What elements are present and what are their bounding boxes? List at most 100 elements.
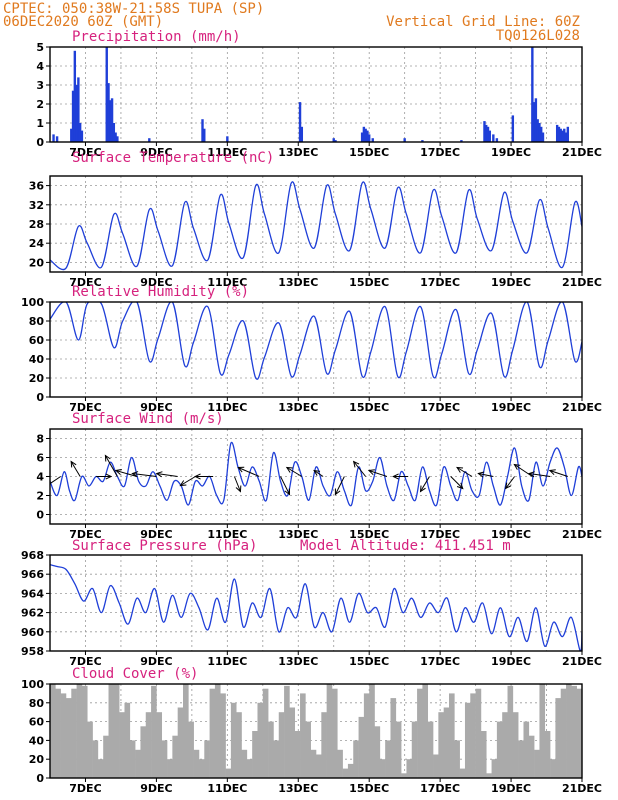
cloud-bar [60, 693, 67, 778]
cloud-bar [464, 702, 471, 778]
cloud-bar [496, 721, 503, 778]
ytick-label: 60 [29, 334, 45, 347]
humidity-line [50, 302, 582, 380]
precip-bar [541, 132, 545, 142]
wind-vector-head [114, 468, 122, 475]
precip-bar [559, 128, 562, 142]
xtick-label: 15DEC [349, 782, 389, 795]
ytick-label: 5 [36, 41, 44, 54]
ytick-label: 1 [36, 117, 44, 130]
cloud-bar [129, 740, 136, 778]
cloud-cover-frame [49, 683, 583, 779]
header-model-code: TQ0126L028 [496, 28, 580, 44]
precip-bar [492, 134, 495, 142]
ytick-label: 40 [29, 734, 45, 747]
cloud-bar [103, 735, 109, 778]
precip-bar [360, 132, 364, 142]
cloud-bar [363, 693, 370, 778]
wind-vector [180, 476, 196, 486]
xtick-label: 13DEC [278, 655, 318, 668]
cloud-bar [81, 685, 88, 778]
cloud-bar [480, 731, 487, 778]
cloud-bar [310, 749, 317, 778]
xtick-label: 17DEC [420, 401, 460, 414]
cloud-bar [560, 688, 567, 778]
cloud-bar [321, 712, 327, 778]
wind-vector-head [477, 471, 485, 478]
cloud-bar [113, 684, 120, 778]
precip-bar [73, 50, 77, 142]
cloud-bar [316, 754, 322, 778]
cloud-bar [544, 731, 551, 778]
cloud-bar [358, 716, 365, 778]
pressure-line [50, 563, 582, 651]
wind-vector [514, 464, 533, 477]
precip-bar [561, 130, 564, 142]
wind-vector [104, 455, 118, 477]
xtick-label: 15DEC [349, 528, 389, 541]
ytick-label: 32 [29, 199, 44, 212]
cloud-bar [262, 688, 269, 778]
cloud-cover-title: Cloud Cover (%) [72, 666, 198, 682]
cloud-bar [459, 768, 466, 778]
precip-bar [114, 132, 117, 142]
cloud-bar [528, 735, 535, 778]
pressure-data [50, 563, 582, 651]
xtick-label: 21DEC [562, 276, 602, 289]
xtick-label: 15DEC [349, 146, 389, 159]
ytick-label: 3 [36, 79, 44, 92]
cloud-bar [140, 726, 147, 778]
ytick-label: 966 [21, 568, 44, 581]
wind-vector [368, 470, 388, 477]
precip-bar [368, 134, 371, 142]
xtick-label: 15DEC [349, 401, 389, 414]
cloud-bar [241, 749, 248, 778]
wind-vector-head [513, 463, 521, 470]
xtick-label: 17DEC [420, 276, 460, 289]
cloud-bar [50, 684, 56, 778]
ytick-label: 60 [29, 716, 45, 729]
cloud-bar [300, 693, 306, 778]
xtick-label: 11DEC [207, 401, 247, 414]
precip-bar [555, 124, 559, 142]
cloud-bar [65, 698, 72, 778]
xtick-label: 7DEC [69, 276, 101, 289]
ytick-label: 962 [21, 607, 44, 620]
cloud-bar [76, 684, 83, 778]
xtick-label: 11DEC [207, 782, 247, 795]
ytick-label: 100 [21, 296, 44, 309]
wind-vector-head [284, 488, 291, 496]
xtick-label: 13DEC [278, 146, 318, 159]
xtick-label: 21DEC [562, 146, 602, 159]
wind-vector-head [193, 473, 201, 480]
xtick-label: 19DEC [491, 401, 531, 414]
ytick-label: 28 [29, 218, 44, 231]
xtick-label: 17DEC [420, 528, 460, 541]
wind-vector-head [456, 466, 464, 473]
cloud-bar [523, 721, 530, 778]
precip-bar [105, 47, 108, 142]
wind-vector-head [285, 466, 293, 473]
cloud-bar [305, 721, 311, 778]
wind-vector [313, 470, 324, 477]
header-station: CPTEC: 050:38W-21:58S TUPA (SP) [3, 1, 264, 17]
wind-vector-head [237, 466, 245, 473]
xtick-label: 19DEC [491, 782, 531, 795]
xtick-label: 11DEC [207, 276, 247, 289]
cloud-bar [550, 759, 556, 778]
ytick-label: 20 [29, 256, 45, 269]
cloud-bar [214, 684, 221, 778]
precip-bar [421, 140, 424, 142]
wind-vector [334, 476, 345, 495]
cloud-bar [555, 698, 562, 778]
wind-vector-head [548, 469, 556, 476]
precip-bar [511, 115, 515, 142]
cloud-bar [337, 749, 343, 778]
precip-bar [403, 138, 406, 142]
wind-vector-head [456, 482, 464, 490]
precip-bar [109, 100, 112, 142]
xtick-label: 21DEC [562, 782, 602, 795]
xtick-label: 11DEC [207, 528, 247, 541]
ytick-label: 4 [36, 471, 44, 484]
precip-bar [78, 123, 82, 142]
